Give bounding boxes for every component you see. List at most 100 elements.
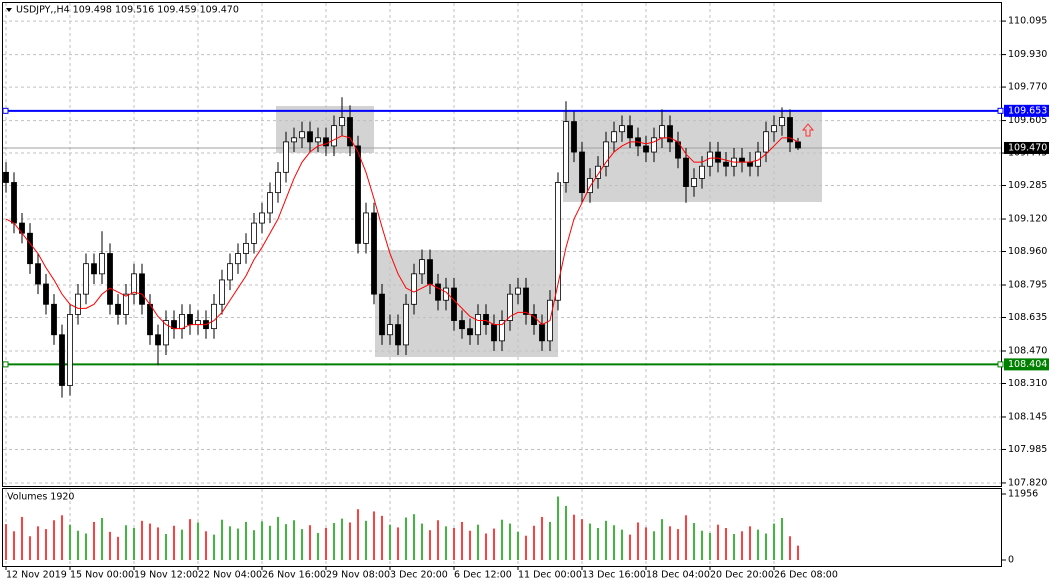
candle-body (587, 178, 593, 194)
candle-body (331, 125, 337, 147)
candle-body (427, 259, 433, 285)
y-tick-label: 108.795 (1008, 280, 1047, 291)
candle-body (763, 131, 769, 153)
candle-body (339, 117, 345, 127)
candle-body (155, 334, 161, 346)
candle-body (99, 253, 105, 275)
up-arrow (801, 123, 815, 137)
candle-body (195, 320, 201, 325)
candle-body (267, 192, 273, 214)
candle-body (603, 141, 609, 167)
candle-body (115, 303, 121, 315)
candle-body (355, 145, 361, 244)
candle-body (435, 283, 441, 301)
x-tick-label: 22 Nov 04:00 (198, 570, 262, 581)
candle-body (3, 171, 9, 183)
x-tick-label: 18 Dec 04:00 (646, 570, 710, 581)
x-tick-label: 11 Dec 00:00 (518, 570, 582, 581)
price-panel (2, 2, 1002, 487)
y-tick-label: 108.960 (1008, 246, 1047, 257)
x-tick-label: 20 Dec 20:00 (710, 570, 774, 581)
candle-body (771, 125, 777, 133)
candle-body (395, 324, 401, 346)
level-handle (997, 107, 1004, 114)
candle-body (611, 131, 617, 143)
candle-body (299, 131, 305, 139)
candle-body (571, 121, 577, 153)
x-tick-label: 26 Nov 16:00 (262, 570, 326, 581)
candle-body (323, 137, 329, 147)
y-tick-label: 110.095 (1008, 16, 1047, 27)
candle-body (291, 137, 297, 143)
candle-body (523, 287, 529, 315)
candle-body (467, 328, 473, 336)
level-handle (2, 361, 9, 368)
y-tick-label: 109.120 (1008, 214, 1047, 225)
candle-body (451, 287, 457, 321)
candle-body (347, 117, 353, 147)
candle-body (715, 151, 721, 163)
candle-body (59, 334, 65, 386)
candle-body (419, 259, 425, 275)
y-tick-label: 107.820 (1008, 477, 1047, 488)
candle-body (187, 314, 193, 325)
candle-body (667, 125, 673, 143)
candle-body (459, 320, 465, 330)
level-handle (2, 107, 9, 114)
candle-body (283, 141, 289, 173)
candle-body (563, 121, 569, 183)
candle-body (179, 314, 185, 330)
y-tick-label: 107.985 (1008, 444, 1047, 455)
y-tick-label: 108.310 (1008, 378, 1047, 389)
candle-body (51, 303, 57, 336)
candle-body (371, 212, 377, 295)
candle-body (251, 222, 257, 244)
candle-body (579, 151, 585, 194)
candle-body (659, 125, 665, 139)
candle-body (163, 320, 169, 346)
candle-body (627, 125, 633, 139)
y-tick-label: 108.145 (1008, 411, 1047, 422)
candle-body (123, 293, 129, 315)
candle-body (67, 314, 73, 386)
level-label-box (1004, 358, 1049, 371)
candle-body (691, 178, 697, 187)
candle-body (499, 320, 505, 342)
candle-body (27, 232, 33, 265)
candle-body (275, 171, 281, 194)
candle-body (35, 263, 41, 285)
candle-body (219, 279, 225, 305)
candle-body (363, 212, 369, 244)
candle-body (91, 263, 97, 275)
candle-body (795, 141, 801, 149)
candle-body (243, 242, 249, 254)
volume-tick-label: 0 (1008, 555, 1014, 566)
y-tick-label: 109.605 (1008, 115, 1047, 126)
candle-body (539, 324, 545, 342)
x-tick-label: 15 Nov 00:00 (70, 570, 134, 581)
level-handle (997, 361, 1004, 368)
y-tick-label: 108.470 (1008, 345, 1047, 356)
x-tick-label: 29 Nov 08:00 (326, 570, 390, 581)
candle-body (491, 324, 497, 342)
level-label-box (1004, 104, 1049, 117)
zone (375, 250, 558, 357)
volume-tick-label: 11956 (1008, 489, 1038, 500)
candle-body (403, 303, 409, 346)
candle-body (555, 182, 561, 301)
y-tick-label: 108.635 (1008, 312, 1047, 323)
moving-average (5, 135, 799, 330)
candle-body (739, 157, 745, 163)
candle-body (411, 273, 417, 305)
x-tick-label: 6 Dec 12:00 (454, 570, 512, 581)
x-tick-label: 3 Dec 20:00 (390, 570, 448, 581)
candle-body (147, 303, 153, 336)
candle-body (683, 157, 689, 187)
candle-body (475, 314, 481, 336)
candle-body (11, 182, 17, 224)
candle-body (515, 287, 521, 295)
y-tick-label: 109.770 (1008, 82, 1047, 93)
candle-body (107, 253, 113, 305)
candle-body (83, 263, 89, 295)
